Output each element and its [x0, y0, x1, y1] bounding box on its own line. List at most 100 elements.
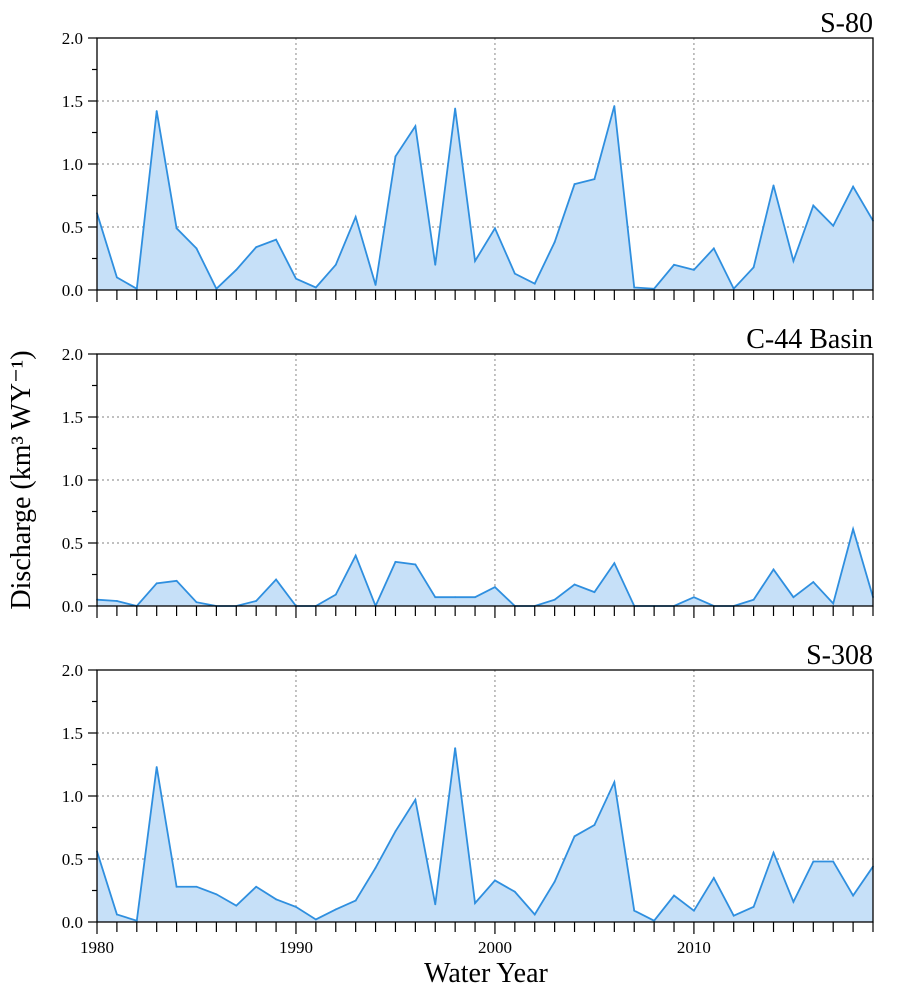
data-point [752, 598, 755, 601]
data-point [593, 178, 596, 181]
data-point [772, 184, 775, 187]
data-point [573, 183, 576, 186]
data-point [533, 913, 536, 916]
data-point [135, 919, 138, 922]
data-point [255, 600, 258, 602]
series-line [96, 105, 874, 291]
data-point [494, 586, 496, 588]
panels-group: 0.0 0.5 1.0 1.5 2.0 S-80 0.0 0.5 1.0 1.5 2.0 C-44 B… [62, 8, 874, 957]
data-point [354, 554, 357, 557]
data-point [394, 561, 397, 563]
data-point [673, 894, 675, 897]
data-point [553, 598, 556, 601]
data-point [474, 596, 476, 599]
data-point [693, 909, 695, 912]
data-point [155, 110, 158, 112]
data-point [812, 581, 815, 583]
y-tick-label: 0.0 [62, 913, 83, 932]
data-point [852, 894, 855, 897]
data-point [275, 578, 277, 581]
data-point [115, 600, 118, 602]
y-axis-label: Discharge (km³ WY⁻¹) [6, 350, 37, 609]
data-point [533, 282, 536, 285]
data-point [772, 568, 775, 571]
x-tick-label: 2000 [478, 938, 512, 957]
series-line [96, 748, 874, 922]
data-point [792, 596, 795, 599]
data-point [295, 905, 297, 908]
data-point [852, 185, 855, 188]
data-point [832, 860, 835, 863]
panel-title: S-80 [820, 8, 873, 39]
data-point [613, 562, 616, 565]
y-tick-label: 1.0 [62, 155, 83, 174]
data-point [394, 155, 397, 158]
data-point [175, 885, 178, 888]
y-tick-label: 0.5 [62, 850, 83, 869]
data-point [434, 903, 437, 906]
data-point [732, 287, 735, 290]
data-point [553, 241, 556, 244]
data-point [693, 596, 695, 599]
data-point [215, 287, 218, 290]
panel-title: S-308 [806, 640, 873, 671]
panel-title: C-44 Basin [746, 324, 873, 355]
data-point [175, 579, 178, 582]
series-area-fill [97, 529, 873, 606]
data-point [334, 908, 337, 911]
y-tick-label: 2.0 [62, 29, 83, 48]
data-point [394, 830, 397, 833]
data-point [852, 528, 855, 531]
data-point [175, 227, 178, 230]
series-area-fill [97, 106, 873, 290]
panel-3: 0.0 0.5 1.0 1.5 2.0 1980 1990 2000 2010 S-308 [62, 640, 874, 957]
data-point [374, 866, 377, 869]
data-point [613, 781, 616, 784]
data-point [255, 885, 258, 888]
data-point [414, 798, 417, 801]
data-point [454, 747, 457, 750]
y-tick-label: 1.5 [62, 92, 83, 111]
data-point [494, 227, 496, 230]
data-point [195, 885, 198, 888]
data-point [354, 899, 357, 902]
data-point [513, 272, 516, 275]
x-axis-label: Water Year [424, 958, 548, 989]
y-tick-label: 2.0 [62, 661, 83, 680]
data-point [295, 277, 297, 280]
series-area-fill [97, 748, 873, 922]
data-point [314, 918, 317, 921]
data-point [255, 246, 258, 249]
data-point [812, 860, 815, 863]
data-point [613, 105, 616, 107]
data-point [155, 582, 158, 585]
data-point [135, 287, 138, 290]
x-tick-label: 2010 [677, 938, 711, 957]
data-point [553, 880, 556, 883]
data-point [474, 902, 476, 904]
data-point [593, 824, 596, 826]
data-point [693, 268, 695, 271]
y-tick-label: 0.5 [62, 534, 83, 553]
data-point [513, 890, 516, 893]
data-point [712, 877, 715, 879]
data-point [832, 224, 835, 227]
y-tick-label: 1.0 [62, 471, 83, 490]
data-point [215, 893, 218, 896]
panel-1: 0.0 0.5 1.0 1.5 2.0 S-80 [62, 8, 874, 302]
data-point [235, 904, 238, 907]
data-point [812, 204, 815, 207]
data-point [573, 835, 576, 838]
y-tick-label: 1.0 [62, 787, 83, 806]
data-point [832, 602, 835, 605]
data-point [712, 247, 715, 250]
data-point [354, 216, 357, 218]
data-point [474, 260, 476, 262]
data-point [593, 591, 596, 594]
data-point [653, 919, 656, 922]
data-point [434, 596, 437, 599]
y-tick-label: 0.0 [62, 597, 83, 616]
data-point [772, 851, 775, 854]
data-point [195, 247, 198, 250]
